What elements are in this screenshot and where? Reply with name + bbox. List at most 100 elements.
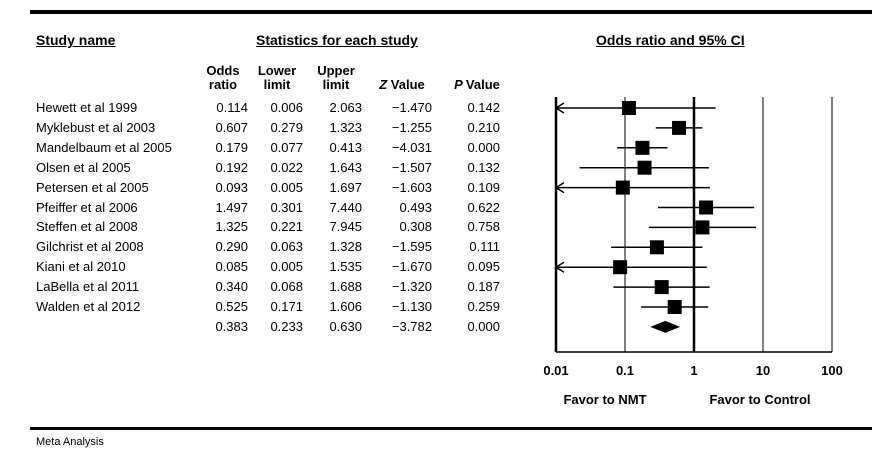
lower-limit-header: Lower limit: [257, 63, 297, 92]
study-name-cell: Steffen et al 2008: [36, 219, 138, 235]
study-name-cell: Walden et al 2012: [36, 299, 141, 314]
p-value-cell: 0.758: [467, 219, 500, 235]
summary-p-value-cell: 0.000: [467, 318, 500, 334]
z-value-cell: −1.670: [391, 259, 432, 275]
upper-limit-cell: 1.328: [329, 239, 362, 255]
point-estimate: [695, 220, 710, 235]
p-value-cell: 0.259: [467, 299, 500, 314]
upper-limit-cell: 1.606: [329, 299, 362, 314]
p-value-cell: 0.095: [467, 259, 500, 275]
point-estimate: [667, 300, 682, 314]
upper-limit-cell: 1.323: [329, 119, 362, 135]
p-value-header: P Value: [454, 77, 500, 92]
bottom-rule: [30, 427, 872, 430]
p-value-cell: 0.000: [467, 139, 500, 155]
plot-title: Odds ratio and 95% CI: [596, 32, 745, 48]
study-name-cell: Olsen et al 2005: [36, 159, 131, 175]
lower-limit-cell: 0.063: [270, 239, 303, 255]
point-estimate: [637, 160, 652, 175]
p-value-cell: 0.111: [469, 239, 500, 255]
ci-arrow-left: [554, 261, 565, 273]
study-name-cell: Gilchrist et al 2008: [36, 239, 144, 255]
summary-z-value-cell: −3.782: [391, 318, 432, 334]
x-tick-label: 0.01: [543, 363, 568, 378]
point-estimate: [672, 120, 687, 135]
lower-limit-cell: 0.006: [270, 100, 303, 115]
lower-limit-cell: 0.005: [270, 179, 303, 195]
upper-limit-cell: 0.413: [329, 139, 362, 155]
z-value-cell: −1.507: [391, 159, 432, 175]
odds-ratio-cell: 1.325: [215, 219, 248, 235]
lower-limit-cell: 0.077: [270, 139, 303, 155]
upper-limit-cell: 7.945: [329, 219, 362, 235]
z-value-cell: −1.595: [391, 239, 432, 255]
summary-lower-limit-cell: 0.233: [270, 318, 303, 334]
z-value-cell: 0.493: [399, 199, 432, 215]
z-value-cell: 0.308: [399, 219, 432, 235]
study-name-cell: Myklebust et al 2003: [36, 119, 156, 135]
point-estimate: [699, 200, 714, 215]
odds-ratio-cell: 0.340: [215, 279, 248, 295]
lower-limit-cell: 0.301: [270, 199, 303, 215]
odds-ratio-cell: 0.085: [215, 259, 248, 275]
study-name-cell: Mandelbaum et al 2005: [36, 139, 172, 155]
z-value-header: Z Value: [379, 77, 425, 92]
ci-arrow-left: [554, 102, 565, 114]
odds-ratio-cell: 0.114: [216, 100, 248, 115]
point-estimate: [621, 101, 636, 115]
lower-limit-cell: 0.068: [270, 279, 303, 295]
point-estimate: [654, 280, 669, 295]
lower-limit-cell: 0.022: [270, 159, 303, 175]
point-estimate: [615, 180, 630, 195]
ci-arrow-left: [554, 181, 565, 194]
z-value-cell: −4.031: [391, 139, 432, 155]
odds-ratio-header: Odds ratio: [206, 63, 240, 92]
x-tick-label: 0.1: [616, 363, 634, 378]
upper-limit-cell: 2.063: [329, 100, 362, 115]
p-value-cell: 0.109: [467, 179, 500, 195]
z-value-cell: −1.320: [391, 279, 432, 295]
z-value-cell: −1.255: [391, 119, 432, 135]
upper-limit-cell: 1.697: [329, 179, 362, 195]
footer-label: Meta Analysis: [36, 436, 104, 448]
statistics-header: Statistics for each study: [256, 32, 418, 48]
x-tick-label: 1: [690, 363, 697, 378]
z-value-cell: −1.470: [391, 100, 432, 115]
upper-limit-cell: 1.643: [329, 159, 362, 175]
point-estimate: [649, 240, 664, 255]
favor-right-label: Favor to Control: [709, 392, 810, 407]
x-tick-label: 10: [756, 363, 770, 378]
odds-ratio-cell: 0.093: [215, 179, 248, 195]
upper-limit-cell: 1.535: [329, 259, 362, 275]
lower-limit-cell: 0.005: [270, 259, 303, 275]
study-name-cell: Kiani et al 2010: [36, 259, 126, 275]
x-tick-label: 100: [821, 363, 843, 378]
upper-limit-header: Upper limit: [317, 63, 355, 92]
top-rule: [30, 10, 872, 14]
study-name-cell: Petersen et al 2005: [36, 179, 149, 195]
upper-limit-cell: 1.688: [329, 279, 362, 295]
summary-diamond: [650, 320, 681, 333]
study-name-cell: Hewett et al 1999: [36, 100, 138, 115]
p-value-cell: 0.622: [467, 199, 500, 215]
favor-left-label: Favor to NMT: [563, 392, 646, 407]
p-value-cell: 0.210: [467, 119, 500, 135]
odds-ratio-cell: 0.192: [215, 159, 248, 175]
z-value-cell: −1.603: [391, 179, 432, 195]
lower-limit-cell: 0.221: [270, 219, 303, 235]
odds-ratio-cell: 0.525: [215, 299, 248, 314]
lower-limit-cell: 0.279: [270, 119, 303, 135]
p-value-cell: 0.132: [467, 159, 500, 175]
study-name-cell: Pfeiffer et al 2006: [36, 199, 138, 215]
odds-ratio-cell: 0.290: [215, 239, 248, 255]
odds-ratio-cell: 1.497: [215, 199, 248, 215]
p-value-cell: 0.187: [467, 279, 500, 295]
z-value-cell: −1.130: [391, 299, 432, 314]
point-estimate: [635, 140, 650, 155]
odds-ratio-cell: 0.607: [215, 119, 248, 135]
p-value-cell: 0.142: [467, 100, 500, 115]
summary-upper-limit-cell: 0.630: [329, 318, 362, 334]
summary-odds-ratio-cell: 0.383: [215, 318, 248, 334]
odds-ratio-cell: 0.179: [215, 139, 248, 155]
